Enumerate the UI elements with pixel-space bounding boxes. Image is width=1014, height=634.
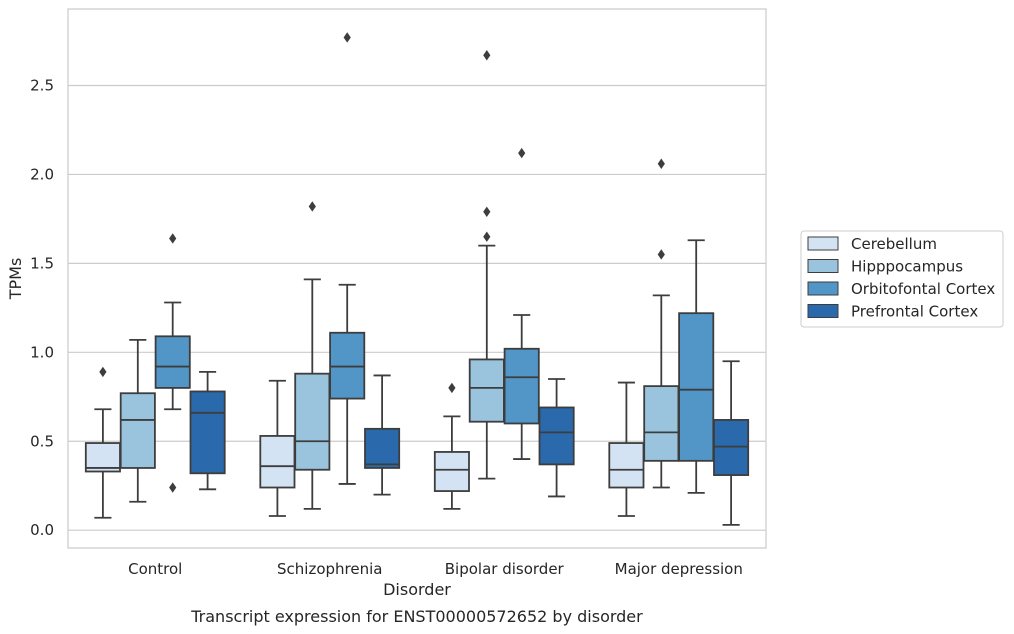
y-tick-label: 0.5: [30, 432, 54, 450]
box-iqr: [643, 385, 680, 462]
legend: Cerebellum Hipppocampus Orbitofontal Corte…: [800, 230, 1004, 328]
x-tick-label: Schizophrenia: [277, 560, 382, 578]
outlier-point: [448, 382, 456, 394]
box-cerebellum: [433, 382, 470, 510]
box-cerebellum: [84, 366, 121, 519]
boxes: [84, 32, 750, 526]
box-orbitofontal-cortex: [154, 233, 191, 493]
outlier-point: [483, 206, 491, 217]
y-tick-label: 1.5: [30, 254, 54, 272]
box-iqr: [433, 451, 470, 492]
outlier-point: [99, 366, 107, 378]
box-iqr: [678, 312, 715, 462]
legend-swatch: [807, 259, 839, 273]
y-axis-label: TPMs: [6, 258, 25, 301]
y-tick-label: 0.0: [30, 521, 54, 539]
box-hipppocampus: [468, 50, 505, 480]
box-prefrontal-cortex: [538, 378, 575, 498]
box-hipppocampus: [294, 201, 331, 510]
box-orbitofontal-cortex: [329, 32, 366, 485]
outlier-point: [169, 233, 177, 244]
x-tick-label: Control: [128, 560, 182, 578]
legend-swatch: [807, 236, 839, 251]
outlier-point: [343, 32, 351, 43]
box-prefrontal-cortex: [364, 374, 401, 496]
box-iqr: [364, 427, 401, 469]
legend-swatch: [807, 281, 839, 296]
outlier-point: [483, 50, 491, 61]
legend-label: Orbitofontal Cortex: [851, 280, 995, 298]
x-axis-label: Disorder: [383, 580, 451, 599]
box-prefrontal-cortex: [189, 370, 226, 491]
box-hipppocampus: [643, 158, 680, 489]
outlier-point: [308, 201, 316, 212]
y-tick-label: 2.5: [30, 76, 54, 94]
x-tick-label: Major depression: [615, 560, 743, 578]
box-cerebellum: [259, 379, 296, 517]
legend-label: Cerebellum: [851, 235, 937, 253]
outlier-point: [657, 158, 665, 169]
box-orbitofontal-cortex: [678, 239, 715, 494]
y-tick-label: 2.0: [30, 165, 54, 183]
box-iqr: [608, 442, 645, 489]
box-iqr: [259, 435, 296, 489]
box-iqr: [154, 335, 191, 389]
box-cerebellum: [608, 381, 645, 517]
box-iqr: [538, 406, 575, 466]
x-tick-label: Bipolar disorder: [445, 560, 565, 578]
outlier-point: [518, 147, 526, 159]
box-iqr: [503, 347, 540, 425]
outlier-point: [657, 249, 665, 260]
chart-caption: Transcript expression for ENST0000057265…: [190, 607, 643, 626]
box-hipppocampus: [119, 338, 156, 503]
y-ticks: 0.0 0.5 1.0 1.5 2.0 2.5: [30, 76, 54, 539]
legend-label: Hipppocampus: [851, 258, 963, 276]
box-iqr: [119, 392, 156, 469]
box-iqr: [189, 390, 226, 475]
plot-frame: [67, 8, 767, 549]
y-tick-label: 1.0: [30, 343, 54, 361]
box-iqr: [294, 372, 331, 471]
x-ticks: Control Schizophrenia Bipolar disorder Majo…: [128, 560, 743, 578]
box-prefrontal-cortex: [713, 360, 750, 526]
legend-frame: [800, 230, 1004, 328]
legend-label: Prefrontal Cortex: [851, 303, 978, 321]
outlier-point: [483, 231, 491, 242]
outlier-point: [169, 482, 177, 493]
legend-swatch: [807, 304, 839, 318]
box-iqr: [468, 358, 505, 423]
box-orbitofontal-cortex: [503, 147, 540, 460]
